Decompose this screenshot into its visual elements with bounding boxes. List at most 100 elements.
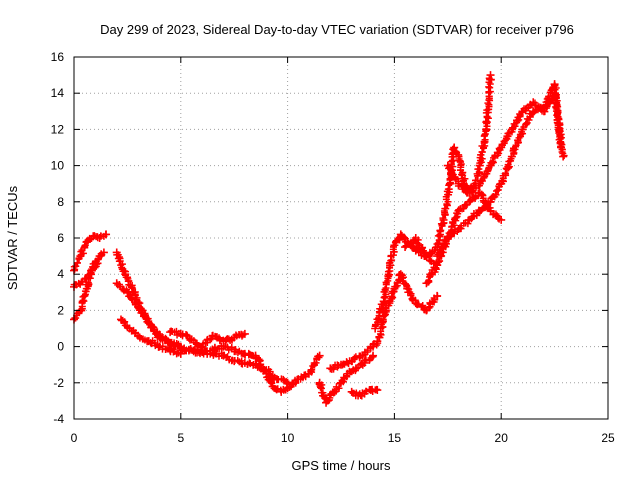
trail-marker: [432, 264, 440, 272]
series-track-9: [251, 351, 324, 396]
series-track-1: [70, 230, 111, 275]
trail-marker: [478, 155, 486, 163]
trail-marker: [315, 353, 323, 361]
trail-marker: [282, 386, 290, 394]
trail-marker: [329, 388, 337, 396]
trail-marker: [81, 287, 89, 295]
trail-marker: [466, 197, 474, 205]
series-track-10: [315, 351, 378, 407]
series-track-3: [70, 259, 102, 291]
trail-marker: [548, 96, 556, 104]
trail-marker: [472, 177, 480, 185]
trail-marker: [369, 353, 377, 361]
trail-marker: [485, 164, 493, 172]
data-points: [70, 71, 568, 407]
series-track-7: [166, 327, 249, 351]
y-tick-label: -4: [53, 412, 64, 426]
trail-marker: [175, 343, 183, 351]
trail-marker: [155, 343, 163, 351]
trail-marker: [518, 108, 526, 116]
trail-marker: [454, 182, 462, 190]
trail-marker: [98, 251, 106, 259]
trail-marker: [552, 103, 560, 111]
trail-marker: [495, 145, 503, 153]
trail-marker: [419, 247, 427, 255]
trail-marker: [288, 380, 296, 388]
y-tick-label: 8: [57, 195, 64, 209]
trail-marker: [478, 177, 486, 185]
trail-marker: [507, 155, 515, 163]
trail-marker: [522, 120, 530, 128]
trail-marker: [195, 349, 203, 357]
trail-marker: [135, 305, 143, 313]
trail-marker: [362, 387, 370, 395]
trail-marker: [501, 169, 509, 177]
x-tick-label: 25: [601, 431, 615, 445]
y-tick-label: -2: [53, 376, 64, 390]
trail-marker: [560, 152, 568, 160]
y-tick-label: 4: [57, 267, 64, 281]
trail-marker: [425, 304, 433, 312]
y-tick-label: 0: [57, 340, 64, 354]
y-tick-label: 14: [51, 86, 65, 100]
trail-marker: [463, 200, 471, 208]
trail-marker: [541, 108, 549, 116]
trail-marker: [495, 215, 503, 223]
chart-title: Day 299 of 2023, Sidereal Day-to-day VTE…: [100, 22, 574, 37]
trail-marker: [380, 309, 388, 317]
trail-marker: [492, 190, 500, 198]
x-tick-label: 10: [281, 431, 295, 445]
trail-marker: [93, 260, 101, 268]
y-tick-label: 2: [57, 303, 64, 317]
trail-marker: [414, 240, 422, 248]
series-track-2: [70, 248, 108, 324]
trail-marker: [73, 259, 81, 267]
trail-marker: [440, 219, 448, 227]
trail-marker: [257, 360, 265, 368]
trail-marker: [478, 190, 486, 198]
trail-marker: [485, 74, 493, 82]
trail-marker: [529, 109, 537, 117]
series-track-11: [326, 337, 382, 373]
trail-marker: [207, 335, 215, 343]
trail-marker: [206, 336, 214, 344]
trail-marker: [308, 366, 316, 374]
trail-marker: [435, 240, 443, 248]
x-tick-label: 20: [495, 431, 509, 445]
trail-marker: [132, 329, 140, 337]
trail-marker: [435, 257, 443, 265]
trail-marker: [384, 268, 392, 276]
trail-marker: [425, 277, 433, 285]
trail-marker: [481, 131, 489, 139]
trail-marker: [374, 339, 382, 347]
trail-marker: [86, 235, 94, 243]
trail-marker: [411, 296, 419, 304]
trail-marker: [433, 292, 441, 300]
trail-marker: [317, 383, 325, 391]
trail-marker: [363, 348, 371, 356]
trail-marker: [453, 227, 461, 235]
trail-marker: [123, 324, 131, 332]
trail-marker: [474, 189, 482, 197]
trail-marker: [373, 385, 381, 393]
trail-marker: [314, 352, 322, 360]
trail-marker: [389, 294, 397, 302]
trail-marker: [407, 290, 415, 298]
y-tick-label: 12: [51, 122, 65, 136]
trail-marker: [268, 379, 276, 387]
trail-marker: [489, 157, 497, 165]
series-track-14: [375, 270, 442, 342]
trail-marker: [228, 335, 236, 343]
trail-marker: [494, 214, 502, 222]
series-track-6: [116, 315, 185, 358]
trail-marker: [81, 242, 89, 250]
trail-marker: [478, 148, 486, 156]
trail-marker: [486, 198, 494, 206]
trail-marker: [143, 338, 151, 346]
trail-marker: [421, 252, 429, 260]
x-axis-label: GPS time / hours: [292, 458, 391, 473]
y-tick-label: 10: [51, 159, 65, 173]
trail-marker: [245, 359, 253, 367]
trail-marker: [555, 115, 563, 123]
trail-marker: [401, 234, 409, 242]
